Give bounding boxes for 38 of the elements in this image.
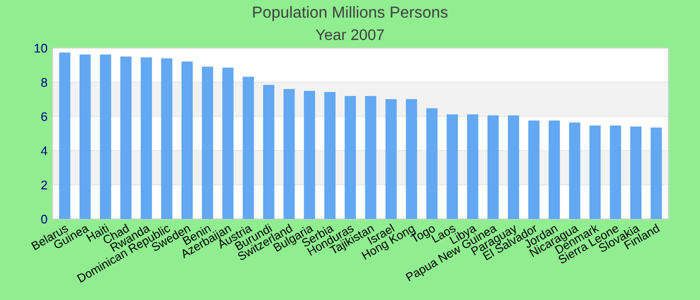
bar: [100, 54, 112, 219]
bar: [548, 120, 560, 219]
bar: [284, 89, 295, 219]
bar: [569, 122, 580, 219]
bar: [467, 114, 478, 219]
bar: [589, 125, 601, 219]
bar: [120, 56, 132, 219]
y-tick-label: 0: [41, 214, 48, 224]
bar: [242, 76, 254, 219]
bar: [182, 62, 193, 219]
bar: [80, 54, 91, 219]
bar: [528, 120, 540, 219]
bar: [344, 96, 356, 219]
bar: [222, 68, 234, 219]
bar: [406, 99, 418, 219]
y-tick-label: 8: [41, 78, 48, 87]
bar: [610, 125, 622, 219]
chart-title: Population Millions Persons: [253, 6, 448, 21]
chart-subtitle: Year 2007: [316, 29, 384, 40]
bar: [304, 90, 316, 219]
bar: [630, 126, 642, 219]
bar: [650, 128, 662, 219]
y-tick-label: 4: [40, 146, 48, 156]
bar: [446, 114, 458, 219]
bar: [263, 84, 274, 219]
bar: [202, 66, 214, 219]
bar: [365, 96, 376, 219]
bar: [59, 52, 70, 219]
bar: [426, 108, 438, 219]
bar: [385, 99, 397, 219]
bar: [140, 57, 152, 219]
y-tick-label: 10: [34, 44, 48, 53]
bar: [324, 92, 336, 219]
y-tick-label: 2: [41, 180, 48, 190]
bar: [161, 58, 172, 219]
bar: [487, 115, 499, 219]
y-tick-label: 6: [41, 112, 48, 122]
bar: [508, 115, 520, 219]
